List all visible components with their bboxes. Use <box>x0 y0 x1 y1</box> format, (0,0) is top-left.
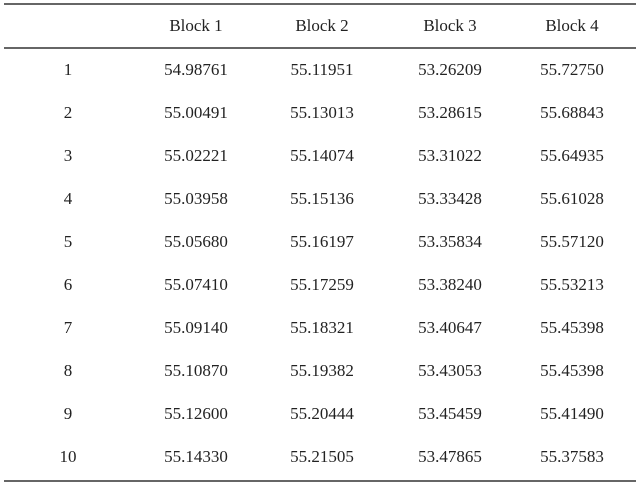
cell: 53.45459 <box>418 404 482 423</box>
cell: 55.37583 <box>540 447 604 466</box>
cell: 53.47865 <box>418 447 482 466</box>
row-label: 9 <box>64 404 73 423</box>
cell: 55.64935 <box>540 146 604 165</box>
cell: 55.12600 <box>164 404 228 423</box>
row-label: 4 <box>64 189 73 208</box>
row-label: 8 <box>64 361 73 380</box>
cell: 55.57120 <box>540 232 604 251</box>
cell: 55.18321 <box>290 318 354 337</box>
cell: 55.20444 <box>290 404 354 423</box>
row-label: 7 <box>64 318 73 337</box>
cell: 55.11951 <box>290 60 353 79</box>
cell: 53.43053 <box>418 361 482 380</box>
cell: 55.15136 <box>290 189 354 208</box>
row-label: 2 <box>64 103 73 122</box>
cell: 53.26209 <box>418 60 482 79</box>
cell: 55.16197 <box>290 232 354 251</box>
cell: 55.53213 <box>540 275 604 294</box>
cell: 55.14074 <box>290 146 354 165</box>
row-label: 5 <box>64 232 73 251</box>
column-header: Block 3 <box>423 16 476 35</box>
cell: 54.98761 <box>164 60 228 79</box>
cell: 55.21505 <box>290 447 354 466</box>
cell: 55.05680 <box>164 232 228 251</box>
cell: 55.09140 <box>164 318 228 337</box>
cell: 55.68843 <box>540 103 604 122</box>
cell: 55.19382 <box>290 361 354 380</box>
cell: 55.03958 <box>164 189 228 208</box>
cell: 55.07410 <box>164 275 228 294</box>
cell: 55.14330 <box>164 447 228 466</box>
column-header: Block 2 <box>295 16 348 35</box>
cell: 53.38240 <box>418 275 482 294</box>
cell: 55.61028 <box>540 189 604 208</box>
cell: 53.35834 <box>418 232 482 251</box>
cell: 55.17259 <box>290 275 354 294</box>
cell: 55.45398 <box>540 318 604 337</box>
row-label: 1 <box>64 60 73 79</box>
cell: 53.33428 <box>418 189 482 208</box>
cell: 53.28615 <box>418 103 482 122</box>
row-label: 10 <box>60 447 77 466</box>
cell: 55.00491 <box>164 103 228 122</box>
cell: 55.13013 <box>290 103 354 122</box>
cell: 55.72750 <box>540 60 604 79</box>
column-header: Block 1 <box>169 16 222 35</box>
row-label: 6 <box>64 275 73 294</box>
cell: 55.45398 <box>540 361 604 380</box>
row-label: 3 <box>64 146 73 165</box>
column-header: Block 4 <box>545 16 599 35</box>
cell: 55.10870 <box>164 361 228 380</box>
cell: 55.02221 <box>164 146 228 165</box>
cell: 53.31022 <box>418 146 482 165</box>
cell: 53.40647 <box>418 318 482 337</box>
cell: 55.41490 <box>540 404 604 423</box>
